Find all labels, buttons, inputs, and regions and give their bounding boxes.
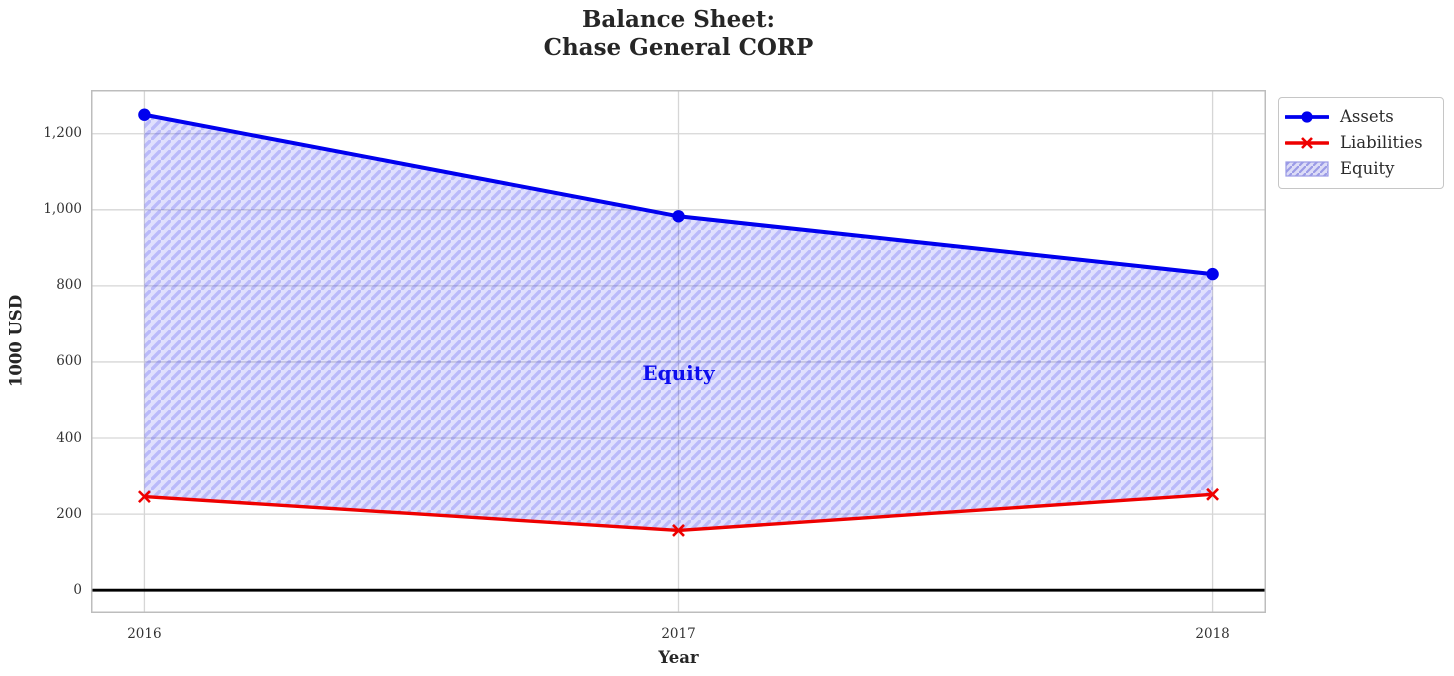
chart-title-line1: Balance Sheet: <box>581 6 776 33</box>
legend-item-liabilities: Liabilities <box>1285 130 1435 156</box>
x-tick-label: 2018 <box>1195 626 1230 642</box>
plot-area <box>91 90 1266 613</box>
plot-border <box>91 90 1266 613</box>
legend-item-label: Assets <box>1340 107 1394 126</box>
x-tick-label: 2017 <box>661 626 696 642</box>
legend-item-assets: Assets <box>1285 104 1435 130</box>
y-tick-label: 1,200 <box>43 125 82 142</box>
y-tick-label: 800 <box>56 277 82 294</box>
assets-line-icon <box>1285 111 1329 123</box>
y-tick-label: 200 <box>56 505 82 522</box>
equity-fill-hatch <box>144 114 1213 531</box>
liabilities-marker <box>137 490 151 504</box>
liabilities-marker <box>672 524 685 537</box>
equity-swatch-icon <box>1285 161 1329 177</box>
assets-marker <box>138 108 151 121</box>
y-axis-label: 1000 USD <box>6 294 26 388</box>
x-tick-label: 2016 <box>127 626 162 642</box>
y-tick-label: 0 <box>73 581 82 598</box>
legend-item-label: Liabilities <box>1340 133 1423 152</box>
assets-marker <box>672 210 685 223</box>
chart-title: Balance Sheet: Chase General CORP <box>0 6 1357 62</box>
y-tick-label: 600 <box>56 353 82 370</box>
assets-marker <box>1206 267 1219 281</box>
legend-item-label: Equity <box>1340 159 1395 178</box>
y-tick-label: 1,000 <box>43 201 82 218</box>
chart-title-line2: Chase General CORP <box>543 34 814 61</box>
legend: Assets Liabilities Equity <box>1278 97 1444 189</box>
y-tick-label: 400 <box>56 429 82 446</box>
equity-annotation: Equity <box>642 361 715 386</box>
legend-item-equity: Equity <box>1285 156 1435 182</box>
x-axis-label: Year <box>658 648 699 667</box>
liabilities-marker <box>1206 487 1220 501</box>
liabilities-line-icon <box>1285 137 1329 149</box>
